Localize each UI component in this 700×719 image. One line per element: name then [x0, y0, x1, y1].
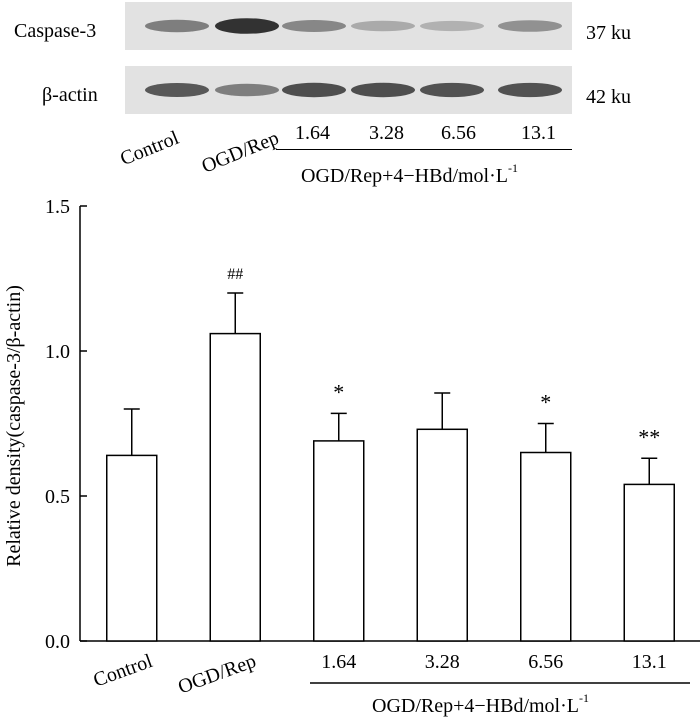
blot-band [351, 20, 415, 32]
blot-size-actin: 42 ku [586, 86, 631, 108]
x-tick-label: 13.1 [632, 651, 667, 673]
y-tick-label: 1.5 [45, 196, 70, 218]
y-tick-label: 0.5 [45, 486, 70, 508]
y-tick-label: 1.0 [45, 341, 70, 363]
blot-band [420, 82, 484, 98]
bar [520, 451, 572, 642]
blot-group-label: OGD/Rep+4−HBd/mol·L-1 [301, 161, 518, 187]
y-axis-label: Relative density(caspase-3/β-actin) [3, 285, 25, 567]
group-label-exponent: -1 [579, 691, 589, 705]
blot-band [215, 18, 279, 34]
blot-band [145, 19, 209, 33]
blot-strip-actin [125, 66, 572, 114]
blot-row-label-actin: β-actin [42, 84, 98, 106]
blot-band [282, 20, 346, 32]
blot-lane-label: 3.28 [369, 122, 404, 144]
bar [623, 483, 675, 642]
blot-band [498, 82, 562, 98]
blot-lane-label: 13.1 [521, 122, 556, 144]
blot-group-label-exponent: -1 [508, 161, 518, 175]
blot-band [282, 82, 346, 98]
significance-marker: ** [638, 424, 660, 449]
blot-size-caspase3: 37 ku [586, 22, 631, 44]
bar [416, 428, 468, 642]
bar [106, 454, 158, 642]
group-label: OGD/Rep+4−HBd/mol·L-1 [372, 691, 589, 717]
significance-marker: ## [227, 266, 243, 283]
blot-group-bracket [276, 149, 572, 150]
x-tick-label: OGD/Rep [175, 650, 259, 698]
bar [313, 440, 365, 642]
blot-band [420, 20, 484, 32]
x-tick-label: 1.64 [321, 651, 356, 673]
significance-marker: * [333, 379, 344, 404]
x-tick-label: Control [90, 650, 155, 692]
x-tick-label: 6.56 [528, 651, 563, 673]
blot-band [351, 82, 415, 98]
significance-marker: * [540, 390, 551, 415]
blot-band [498, 20, 562, 32]
blot-band [215, 83, 279, 97]
bar [209, 332, 261, 642]
x-tick-label: 3.28 [425, 651, 460, 673]
y-tick-label: 0.0 [45, 631, 70, 653]
blot-lane-label: 1.64 [295, 122, 330, 144]
blot-row-label-caspase3: Caspase-3 [14, 20, 97, 42]
blot-band [145, 83, 209, 97]
blot-strip-caspase3 [125, 2, 572, 50]
blot-lane-label: 6.56 [441, 122, 476, 144]
